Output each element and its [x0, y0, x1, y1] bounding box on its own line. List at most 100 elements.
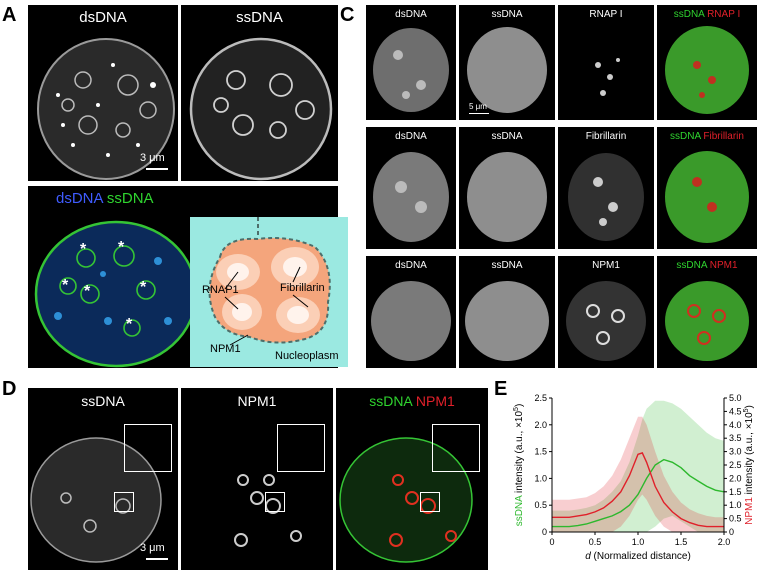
- panel-c-r3-dsdna: dsDNA: [366, 256, 456, 368]
- panel-c-r1-nucleus-2: [467, 27, 547, 113]
- rnap1-label: RNAP1: [202, 284, 239, 296]
- y-right-tick-label: 4.0: [729, 420, 742, 430]
- nucleolus-marker: *: [140, 279, 147, 296]
- y-right-tick-label: 1.5: [729, 487, 742, 497]
- nucleolus-legend-marker: *: [227, 195, 235, 217]
- panel-d-npm1-inset: [277, 424, 325, 472]
- panel-c-r1-nucleus-3: [595, 58, 620, 96]
- nucleolus-schematic: [208, 217, 331, 346]
- nucleolus-marker: *: [126, 316, 133, 333]
- nucleolus-legend-label: Nucleolus: [243, 198, 301, 213]
- panel-label-b: B: [190, 195, 205, 217]
- panel-c-r3-nucleus-3: [566, 281, 646, 361]
- panel-a-dsdna-nucleus: [37, 38, 175, 180]
- panel-c-r3-title-3: NPM1: [592, 260, 620, 271]
- panel-c-r3-nucleus-2: [465, 281, 549, 361]
- nucleolus-marker: *: [84, 283, 91, 300]
- panel-c-r3-title-1: dsDNA: [395, 260, 427, 271]
- nucleolus-marker: *: [62, 277, 69, 294]
- panel-d-merge-ssdna-label: ssDNA: [369, 393, 412, 409]
- y-right-tick-label: 4.5: [729, 406, 742, 416]
- panel-c-r1-title-2: ssDNA: [491, 9, 523, 20]
- panel-c-r1-rnap: RNAP I: [558, 5, 654, 120]
- panel-a-merge-nucleus: [34, 220, 198, 368]
- panel-d-merge-roi: [420, 492, 440, 512]
- panel-c-r2-ssdna: ssDNA: [459, 127, 555, 249]
- y-right-tick-label: 2.5: [729, 460, 742, 470]
- nucleolus-marker: *: [80, 241, 87, 258]
- panel-label-d: D: [2, 378, 17, 400]
- panel-c-r3-title-2: ssDNA: [491, 260, 523, 271]
- panel-c-r1-merge-red: RNAP I: [707, 9, 741, 20]
- panel-c-r1-ssdna: ssDNA 5 μm: [459, 5, 555, 120]
- panel-d-scale-label: 3 μm: [140, 542, 165, 554]
- y-right-tick-label: 3.0: [729, 447, 742, 457]
- panel-c-r3-ssdna: ssDNA: [459, 256, 555, 368]
- panel-c-r2-dsdna: dsDNA: [366, 127, 456, 249]
- y-left-tick-label: 1.5: [534, 447, 547, 457]
- panel-a-merge-title: dsDNA ssDNA: [56, 186, 338, 212]
- npm1-label: NPM1: [210, 343, 241, 355]
- panel-c-r2-merge: ssDNA Fibrillarin: [657, 127, 757, 249]
- panel-c-r1-title-3: RNAP I: [589, 9, 623, 20]
- y-left-tick-label: 1.0: [534, 473, 547, 483]
- panel-a-ssdna-nucleus: [189, 37, 333, 181]
- panel-c-r3-title-4: ssDNA NPM1: [657, 256, 757, 276]
- panel-c-r2-nucleus-1: [373, 152, 449, 242]
- panel-c-r1-merge: ssDNA RNAP I: [657, 5, 757, 120]
- panel-c-r2-fib: Fibrillarin: [558, 127, 654, 249]
- y-left-axis-label: ssDNA intensity (a.u., ×105): [513, 404, 525, 527]
- panel-a-dsdna-title: dsDNA: [79, 9, 127, 26]
- y-left-tick-label: 0: [542, 527, 547, 537]
- x-tick-label: 0.5: [589, 537, 602, 547]
- panel-label-e: E: [494, 378, 508, 400]
- panel-d-ssdna-nucleus: [30, 437, 162, 563]
- panel-c-r2-nucleus-2: [467, 152, 547, 242]
- panel-d-merge-inset: [432, 424, 480, 472]
- panel-c-r2-title-1: dsDNA: [395, 131, 427, 142]
- panel-c-r3-nucleus-1: [371, 281, 451, 361]
- panel-c-r1-nucleus-1: [373, 28, 449, 112]
- panel-d-merge-image: ssDNA NPM1: [336, 388, 488, 570]
- y-right-tick-label: 3.5: [729, 433, 742, 443]
- panel-c-r1-dsdna: dsDNA: [366, 5, 456, 120]
- panel-d-ssdna-image: ssDNA 3 μm: [28, 388, 178, 570]
- panel-a-dsdna-image: dsDNA 3 μm: [28, 5, 178, 181]
- y-right-tick-label: 0: [729, 527, 734, 537]
- y-left-tick-label: 0.5: [534, 500, 547, 510]
- panel-d-ssdna-title: ssDNA: [81, 393, 125, 409]
- y-right-tick-label: 2.0: [729, 473, 742, 483]
- panel-a-scale-label: 3 μm: [140, 152, 165, 164]
- panel-c-r3-nucleus-4: [665, 281, 749, 361]
- panel-a-ssdna-title: ssDNA: [236, 9, 283, 26]
- panel-d-ssdna-inset: [124, 424, 172, 472]
- panel-c-r2-nucleus-3: [568, 153, 644, 241]
- series-band-1: [552, 416, 724, 532]
- panel-d-scale-bar: [146, 558, 168, 560]
- series-line-0: [552, 458, 725, 528]
- panel-e-chart: 0 0.5 1.0 1.5 2.000.51.01.52.02.500.51.01.52…: [513, 393, 755, 562]
- panel-c-scale-bar: [469, 113, 489, 114]
- panel-d-merge-nucleus: [339, 437, 473, 563]
- panel-c-r1-nucleus-4: [665, 26, 749, 114]
- y-right-tick-label: 0.5: [729, 514, 742, 524]
- panel-c-r2-title-4: ssDNA Fibrillarin: [657, 127, 757, 147]
- panel-d-npm1-title: NPM1: [237, 393, 277, 409]
- panel-d-merge-title: ssDNA NPM1: [336, 388, 488, 414]
- panel-c-r2-nucleus-4: [665, 151, 749, 243]
- y-right-axis-label: NPM1 intensity (a.u., ×105): [743, 405, 755, 525]
- y-right-tick-label: 5.0: [729, 393, 742, 403]
- panel-c-r2-merge-green: ssDNA: [670, 131, 701, 142]
- x-tick-label: 1.5: [675, 537, 688, 547]
- panel-c-r2-title-3: Fibrillarin: [585, 131, 627, 142]
- panel-c-scale-label: 5 μm: [469, 102, 487, 111]
- panel-c-r2-title-2: ssDNA: [491, 131, 523, 142]
- y-right-tick-label: 1.0: [729, 500, 742, 510]
- panel-c-r1-merge-green: ssDNA: [673, 9, 705, 20]
- panel-d-npm1-image: NPM1: [181, 388, 333, 570]
- y-left-tick-label: 2.0: [534, 420, 547, 430]
- panel-d-npm1-roi: [265, 492, 285, 512]
- panel-label-a: A: [2, 4, 17, 26]
- panel-a-merge-dsdna-label: dsDNA: [56, 190, 103, 207]
- panel-c-r3-merge: ssDNA NPM1: [657, 256, 757, 368]
